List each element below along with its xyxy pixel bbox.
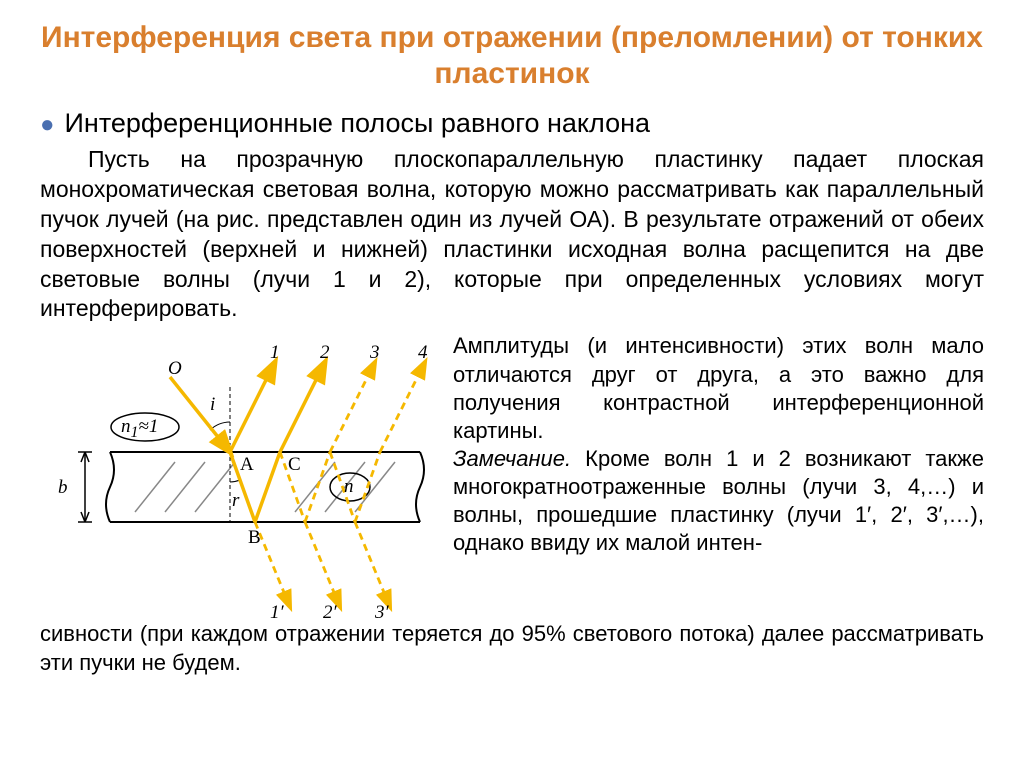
bullet-icon: ● xyxy=(40,113,55,137)
label-ray-4: 4 xyxy=(418,342,428,364)
label-r: r xyxy=(232,490,239,512)
diagram-svg xyxy=(40,332,445,622)
side-text: Амплитуды (и интенсивности) этих волн ма… xyxy=(445,332,984,557)
label-O: O xyxy=(168,358,182,380)
plate-hatch xyxy=(135,462,395,512)
label-B: B xyxy=(248,527,261,549)
label-ray-1p: 1′ xyxy=(270,602,284,624)
final-paragraph: сивности (при каждом отражении теряется … xyxy=(40,620,984,677)
rays-dashed xyxy=(255,362,425,607)
label-ray-3p: 3′ xyxy=(375,602,389,624)
label-i: i xyxy=(210,394,215,416)
main-paragraph: Пусть на прозрачную плоскопараллельную п… xyxy=(40,145,984,324)
label-A: A xyxy=(240,454,254,476)
label-ray-3: 3 xyxy=(370,342,380,364)
diagram: O i r A C B b n n1≈1 1 2 3 4 1′ 2′ 3′ xyxy=(40,332,445,622)
label-ray-2: 2 xyxy=(320,342,330,364)
label-ray-1: 1 xyxy=(270,342,280,364)
label-n1: n1≈1 xyxy=(121,416,158,442)
label-b: b xyxy=(58,477,68,499)
note-label: Замечание. xyxy=(453,446,571,471)
page-title: Интерференция света при отражении (прело… xyxy=(40,20,984,92)
content-row: O i r A C B b n n1≈1 1 2 3 4 1′ 2′ 3′ Ам… xyxy=(40,332,984,622)
subtitle-row: ● Интерференционные полосы равного накло… xyxy=(40,108,984,139)
rays-solid xyxy=(170,362,325,522)
side-p1: Амплитуды (и интенсивности) этих волн ма… xyxy=(453,332,984,445)
subtitle: Интерференционные полосы равного наклона xyxy=(65,108,651,139)
side-note: Замечание. Кроме волн 1 и 2 возни­кают т… xyxy=(453,445,984,558)
label-ray-2p: 2′ xyxy=(323,602,337,624)
thickness-arrow xyxy=(78,452,92,522)
label-C: C xyxy=(288,454,301,476)
label-n: n xyxy=(344,476,354,498)
